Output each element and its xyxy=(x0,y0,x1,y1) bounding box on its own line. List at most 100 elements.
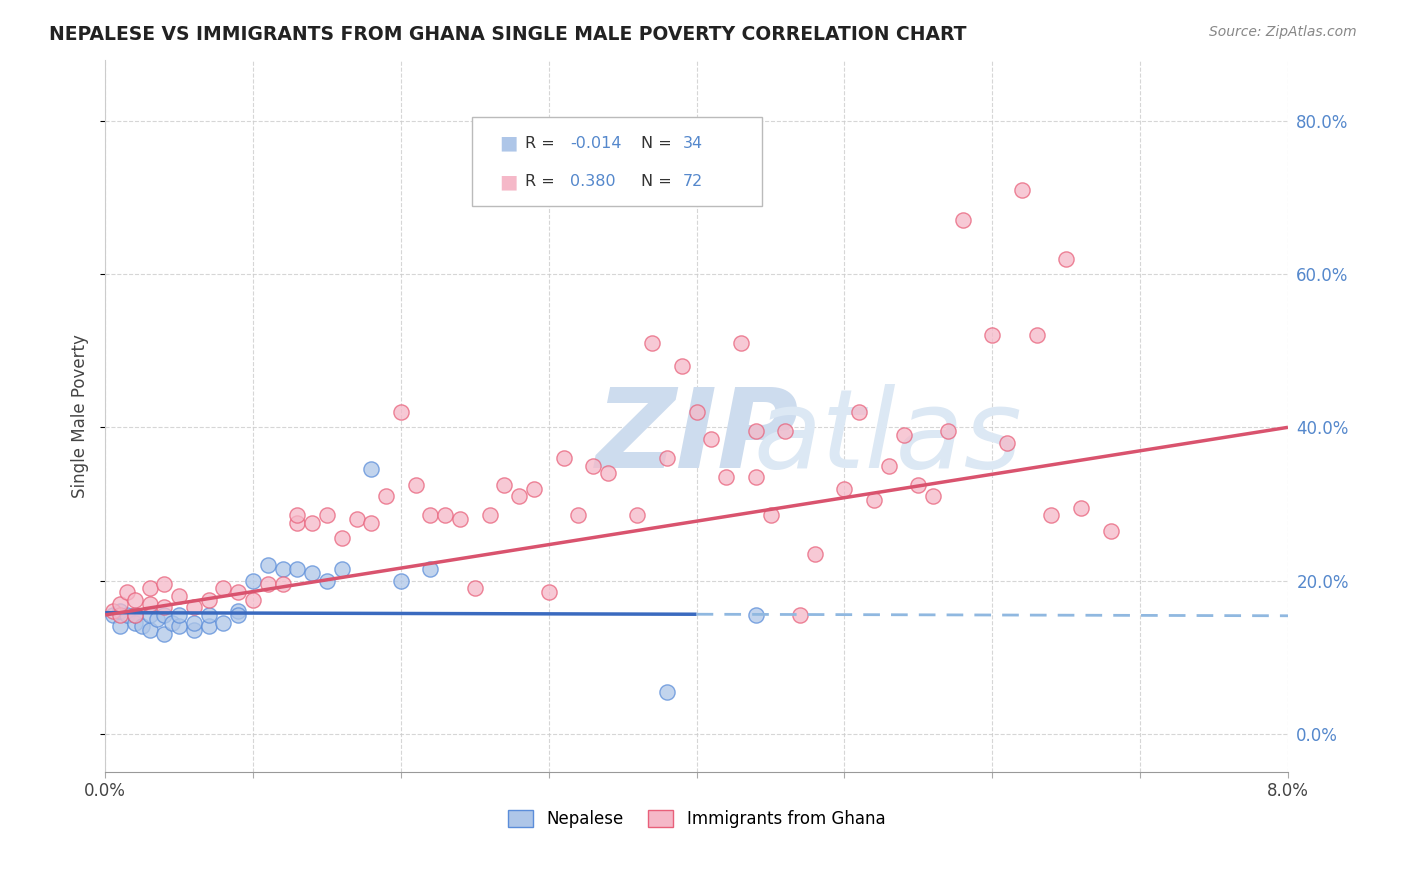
Text: ■: ■ xyxy=(499,134,517,153)
Point xyxy=(1070,500,1092,515)
Point xyxy=(834,482,856,496)
Text: R =: R = xyxy=(524,174,565,189)
Point xyxy=(131,619,153,633)
Point xyxy=(117,607,139,622)
FancyBboxPatch shape xyxy=(472,117,762,206)
Point xyxy=(271,562,294,576)
Legend: Nepalese, Immigrants from Ghana: Nepalese, Immigrants from Ghana xyxy=(501,804,891,835)
Point xyxy=(360,516,382,530)
Point xyxy=(183,624,205,638)
Point xyxy=(257,577,280,591)
Point xyxy=(893,428,915,442)
Point xyxy=(153,600,176,615)
Point xyxy=(907,477,929,491)
Point xyxy=(124,615,146,630)
Point xyxy=(655,684,678,698)
Point xyxy=(981,328,1004,343)
Point xyxy=(375,489,398,503)
Point xyxy=(226,604,249,618)
Point xyxy=(478,508,501,523)
Point xyxy=(287,516,309,530)
Point xyxy=(197,607,219,622)
Point xyxy=(197,619,219,633)
Point xyxy=(1040,508,1063,523)
Point xyxy=(419,508,441,523)
Point xyxy=(117,585,139,599)
Point xyxy=(197,592,219,607)
Text: ZIP: ZIP xyxy=(596,384,800,491)
Point xyxy=(655,450,678,465)
Point xyxy=(936,424,959,438)
Point xyxy=(494,477,516,491)
Point xyxy=(434,508,457,523)
Point xyxy=(316,508,339,523)
Point xyxy=(242,592,264,607)
Text: ■: ■ xyxy=(499,172,517,191)
Point xyxy=(745,470,768,484)
Point xyxy=(714,470,737,484)
Point xyxy=(671,359,693,373)
Point xyxy=(952,213,974,227)
Text: -0.014: -0.014 xyxy=(569,136,621,151)
Point xyxy=(389,574,412,588)
Point xyxy=(183,600,205,615)
Point xyxy=(226,585,249,599)
Point xyxy=(330,532,353,546)
Point xyxy=(641,336,664,351)
Point xyxy=(419,562,441,576)
Point xyxy=(1099,524,1122,538)
Point xyxy=(108,597,131,611)
Point xyxy=(153,577,176,591)
Point xyxy=(160,615,183,630)
Point xyxy=(596,467,619,481)
Point xyxy=(108,607,131,622)
Point xyxy=(995,435,1018,450)
Point xyxy=(804,547,827,561)
Point xyxy=(464,581,486,595)
Point xyxy=(685,405,707,419)
Point xyxy=(138,581,160,595)
Point xyxy=(567,508,589,523)
Point xyxy=(301,516,323,530)
Point xyxy=(848,405,870,419)
Point xyxy=(167,607,190,622)
Text: R =: R = xyxy=(524,136,560,151)
Point xyxy=(759,508,782,523)
Point xyxy=(449,512,471,526)
Point xyxy=(745,607,768,622)
Point xyxy=(138,607,160,622)
Point xyxy=(242,574,264,588)
Point xyxy=(153,627,176,641)
Point xyxy=(626,508,648,523)
Y-axis label: Single Male Poverty: Single Male Poverty xyxy=(72,334,89,498)
Point xyxy=(1054,252,1077,266)
Point xyxy=(1011,183,1033,197)
Text: 34: 34 xyxy=(682,136,703,151)
Text: Source: ZipAtlas.com: Source: ZipAtlas.com xyxy=(1209,25,1357,39)
Point xyxy=(138,597,160,611)
Point xyxy=(523,482,546,496)
Point xyxy=(301,566,323,580)
Text: atlas: atlas xyxy=(754,384,1022,491)
Text: 0.380: 0.380 xyxy=(569,174,616,189)
Text: 72: 72 xyxy=(682,174,703,189)
Text: N =: N = xyxy=(641,136,676,151)
Point xyxy=(287,508,309,523)
Text: N =: N = xyxy=(641,174,676,189)
Point xyxy=(775,424,797,438)
Point xyxy=(212,581,235,595)
Point xyxy=(582,458,605,473)
Point xyxy=(922,489,945,503)
Point xyxy=(700,432,723,446)
Point xyxy=(108,619,131,633)
Point xyxy=(226,607,249,622)
Point xyxy=(405,477,427,491)
Point xyxy=(1025,328,1047,343)
Point xyxy=(257,558,280,573)
Point xyxy=(124,607,146,622)
Point xyxy=(346,512,368,526)
Point xyxy=(745,424,768,438)
Point xyxy=(789,607,811,622)
Point xyxy=(183,615,205,630)
Point xyxy=(877,458,900,473)
